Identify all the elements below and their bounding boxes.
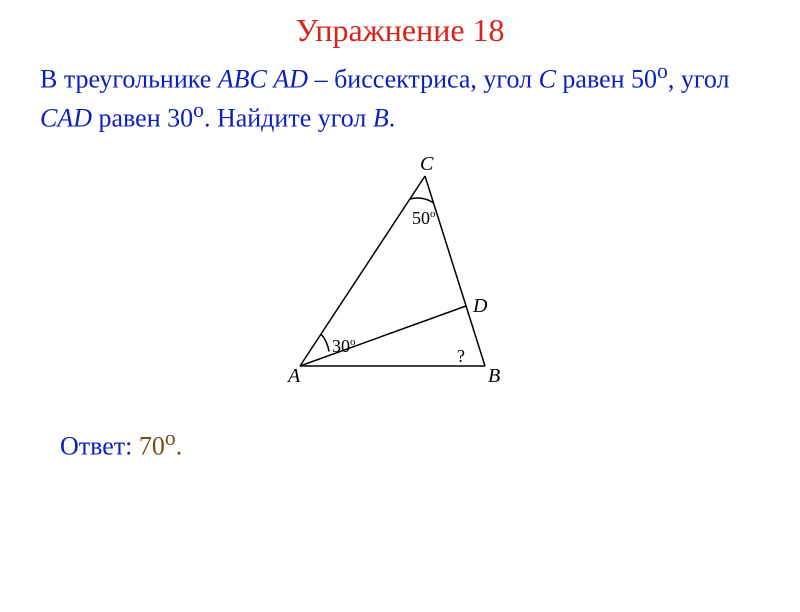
exercise-title: Упражнение 18 (0, 12, 800, 49)
answer-deg: о (165, 426, 176, 450)
label-a: A (286, 365, 301, 387)
question-mark: ? (457, 346, 465, 366)
angle-c-value: 50o (412, 208, 436, 228)
deg-1: о (657, 59, 668, 83)
angle-b: B (373, 104, 389, 133)
problem-text-4: , угол (668, 65, 730, 94)
answer-period: . (176, 432, 183, 461)
triangle-lines (300, 176, 485, 366)
problem-text-7: . (389, 104, 396, 133)
label-c: C (420, 156, 434, 175)
line-ad (300, 306, 466, 366)
answer-label: Ответ: (60, 432, 139, 461)
problem-text-3: равен 50 (556, 65, 657, 94)
problem-text-2: – биссектриса, угол (308, 65, 539, 94)
segment-ad: AD (273, 65, 308, 94)
problem-text-6: . Найдите угол (204, 104, 373, 133)
triangle-diagram: A B C D 50o 30o ? (260, 156, 540, 396)
label-d: D (472, 295, 488, 317)
label-b: B (488, 365, 500, 387)
answer-value: 70 (139, 432, 165, 461)
angle-a-value: 30o (332, 336, 356, 356)
triangle-abc: ABC (218, 65, 267, 94)
problem-text-1: В треугольнике (40, 65, 218, 94)
line-bc (425, 176, 485, 366)
angle-cad: CAD (40, 104, 92, 133)
vertex-labels: A B C D (286, 156, 500, 387)
angle-c: C (539, 65, 556, 94)
answer-line: Ответ: 70о. (60, 426, 800, 462)
deg-2: о (193, 98, 204, 122)
problem-statement: В треугольнике ABC AD – биссектриса, уго… (40, 57, 760, 136)
problem-text-5: равен 30 (92, 104, 193, 133)
arc-a (321, 334, 329, 352)
arc-c (410, 198, 434, 203)
line-ca (300, 176, 425, 366)
